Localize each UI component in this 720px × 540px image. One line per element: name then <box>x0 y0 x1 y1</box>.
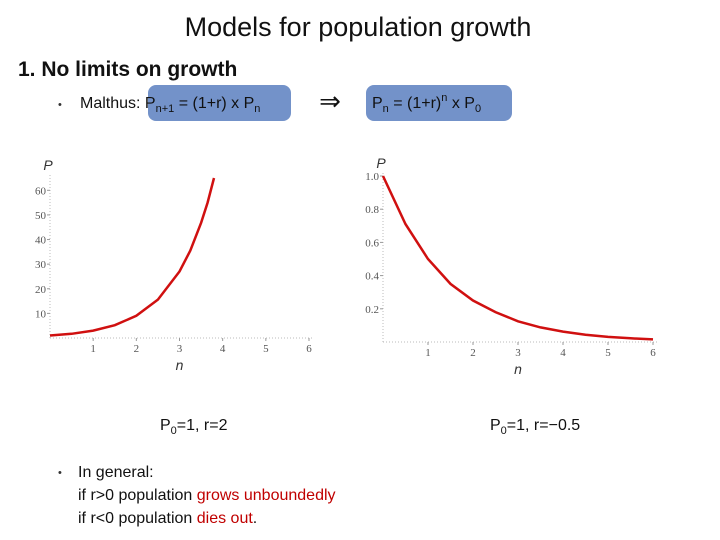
y-tick-label: 30 <box>35 259 47 271</box>
y-tick-label: 1.0 <box>365 171 379 183</box>
curve <box>49 177 216 337</box>
x-tick-label: 4 <box>560 347 566 359</box>
curve <box>381 175 654 341</box>
y-axis-label: P <box>376 155 386 171</box>
y-tick-label: 50 <box>35 210 47 222</box>
x-tick-label: 3 <box>515 347 521 359</box>
caption: P0=1, r=−0.5 <box>490 417 580 437</box>
y-tick-label: 0.8 <box>365 204 379 216</box>
x-tick-label: 1 <box>425 347 431 359</box>
y-tick-label: 10 <box>35 308 47 320</box>
bullet: • <box>58 467 62 479</box>
y-tick-label: 20 <box>35 284 47 296</box>
bullet: • <box>58 99 62 111</box>
bullet-text: In general: <box>78 464 154 481</box>
x-tick-label: 1 <box>90 343 96 355</box>
highlight-box <box>366 85 512 121</box>
x-axis-label: n <box>176 357 184 373</box>
implies-arrow: ⇒ <box>319 87 341 116</box>
formula: Malthus: Pn+1 = (1+r) x Pn <box>80 95 260 115</box>
bullet-text: if r>0 population grows unboundedly <box>78 487 336 504</box>
slide-title: Models for population growth <box>185 12 532 42</box>
x-tick-label: 6 <box>306 343 312 355</box>
y-axis-label: P <box>43 157 53 173</box>
formula: Pn = (1+r)n x P0 <box>372 92 481 115</box>
x-tick-label: 3 <box>177 343 183 355</box>
heading: 1. No limits on growth <box>18 58 237 81</box>
x-tick-label: 5 <box>263 343 269 355</box>
x-tick-label: 2 <box>470 347 476 359</box>
caption: P0=1, r=2 <box>160 417 228 437</box>
x-tick-label: 5 <box>605 347 611 359</box>
y-tick-label: 0.4 <box>365 271 379 283</box>
y-tick-label: 0.6 <box>365 237 379 249</box>
bullet-text: if r<0 population dies out. <box>78 510 257 527</box>
y-tick-label: 40 <box>35 235 47 247</box>
x-tick-label: 4 <box>220 343 226 355</box>
y-tick-label: 0.2 <box>365 304 379 316</box>
highlight-box <box>148 85 291 121</box>
x-tick-label: 2 <box>134 343 140 355</box>
x-axis-label: n <box>514 361 522 377</box>
x-tick-label: 6 <box>650 347 656 359</box>
y-tick-label: 60 <box>35 185 47 197</box>
